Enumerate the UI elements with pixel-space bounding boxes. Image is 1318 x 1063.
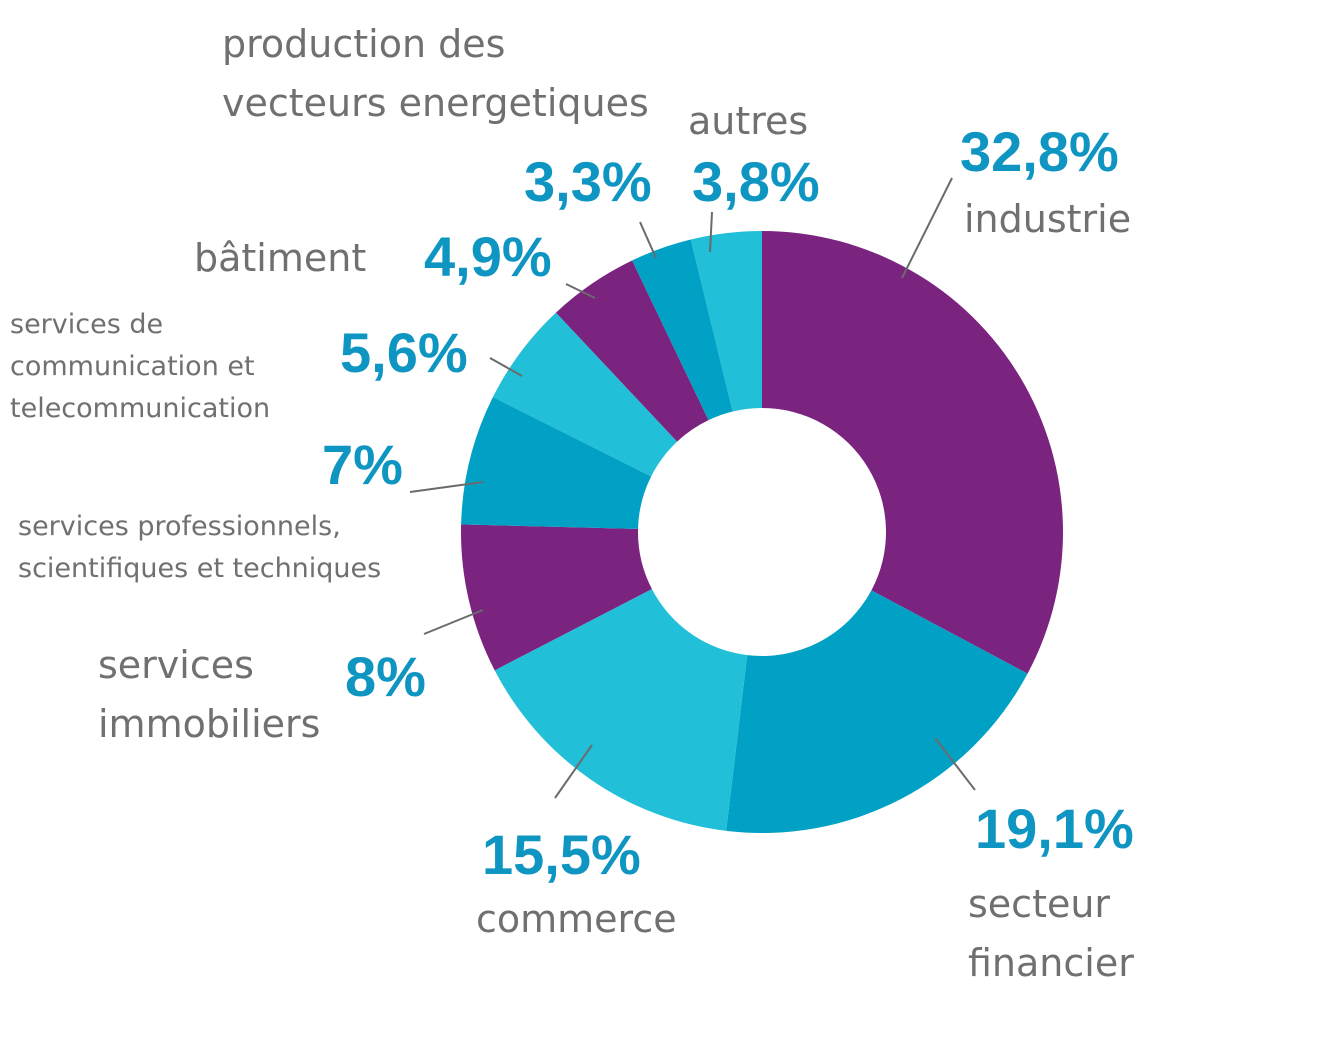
- leader-line-industrie: [901, 177, 953, 279]
- donut-slice-6: [555, 260, 709, 442]
- category-label-immobiliers: services immobiliers: [98, 636, 320, 754]
- category-label-communication: services de communication et telecommuni…: [10, 304, 270, 430]
- donut-slice-4: [461, 397, 652, 529]
- category-label-industrie: industrie: [964, 190, 1131, 249]
- category-label-production: production des vecteurs energetiques: [222, 15, 649, 133]
- category-label-autres: autres: [688, 92, 808, 151]
- leader-line-financier: [934, 737, 976, 791]
- label-line: services de: [10, 309, 164, 340]
- donut-slice-8: [690, 231, 762, 412]
- label-line: scientifiques et techniques: [18, 553, 382, 584]
- leader-line-communication: [489, 357, 523, 377]
- value-label-immobiliers: 8%: [345, 645, 426, 708]
- donut-slice-1: [726, 590, 1028, 833]
- leader-line-immobiliers: [423, 609, 484, 635]
- value-label-industrie: 32,8%: [960, 120, 1119, 183]
- label-line: immobiliers: [98, 702, 321, 746]
- donut-slice-7: [632, 239, 733, 421]
- donut-slice-2: [494, 588, 748, 831]
- leader-line-batiment: [565, 283, 596, 299]
- label-line: financier: [968, 941, 1134, 985]
- category-label-professionnels: services professionnels, scientifiques e…: [18, 506, 381, 590]
- category-label-financier: secteur financier: [968, 875, 1134, 993]
- label-line: industrie: [964, 197, 1132, 241]
- label-line: secteur: [968, 882, 1111, 926]
- label-line: vecteurs energetiques: [222, 81, 649, 125]
- label-line: commerce: [476, 897, 677, 941]
- value-label-autres: 3,8%: [692, 150, 820, 213]
- value-label-production: 3,3%: [524, 150, 652, 213]
- category-label-batiment: bâtiment: [194, 229, 366, 288]
- label-line: production des: [222, 22, 506, 66]
- donut-slice-5: [492, 312, 678, 477]
- value-label-batiment: 4,9%: [424, 225, 552, 288]
- label-line: communication et: [10, 351, 255, 382]
- label-line: services professionnels,: [18, 511, 341, 542]
- leader-line-production: [639, 221, 657, 259]
- leader-lines: [409, 177, 976, 799]
- donut-slice-0: [762, 231, 1063, 674]
- leader-line-professionnels: [409, 481, 484, 493]
- value-label-professionnels: 7%: [322, 433, 403, 496]
- label-line: services: [98, 643, 254, 687]
- value-label-financier: 19,1%: [975, 797, 1134, 860]
- leader-line-autres: [709, 211, 713, 253]
- label-line: autres: [688, 99, 809, 143]
- label-line: bâtiment: [194, 236, 367, 280]
- value-label-commerce: 15,5%: [482, 823, 641, 886]
- value-label-communication: 5,6%: [340, 321, 468, 384]
- label-line: telecommunication: [10, 393, 271, 424]
- category-label-commerce: commerce: [476, 890, 677, 949]
- leader-line-commerce: [554, 744, 593, 799]
- donut-slice-3: [461, 524, 652, 671]
